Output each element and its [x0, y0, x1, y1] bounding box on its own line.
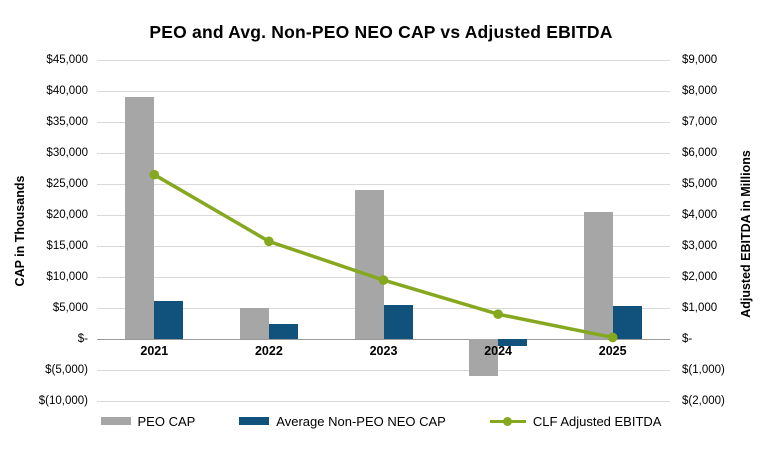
gridline [97, 122, 670, 123]
zero-axis-line [97, 339, 670, 340]
right-axis-tick-label: $9,000 [682, 54, 718, 66]
legend-item-peo-cap: PEO CAP [100, 413, 196, 429]
legend-swatch-icon [100, 417, 131, 425]
left-axis-tick-label: $(5,000) [45, 364, 88, 376]
average-non-peo-neo-cap-bar-2021 [154, 301, 184, 339]
left-axis-tick-label: $(10,000) [38, 395, 88, 407]
gridline [97, 60, 670, 61]
peo-cap-bar-2021 [125, 96, 155, 339]
left-axis-tick-label: $40,000 [46, 85, 88, 97]
right-axis-tick-label: $(2,000) [682, 395, 725, 407]
right-axis-tick-label: $8,000 [682, 85, 718, 97]
legend-swatch-icon [239, 417, 270, 425]
right-axis-tick-label: $(1,000) [682, 364, 725, 376]
gridline [97, 153, 670, 154]
right-axis-tick-label: $3,000 [682, 240, 718, 252]
average-non-peo-neo-cap-bar-2023 [383, 304, 413, 339]
right-axis-tick-label: $1,000 [682, 302, 718, 314]
left-axis-tick-label: $15,000 [46, 240, 88, 252]
right-axis-tick-label: $- [682, 333, 693, 345]
gridline [97, 370, 670, 371]
right-axis-title: Adjusted EBITDA in Millions [739, 150, 753, 318]
x-axis-label-2022: 2022 [254, 344, 283, 358]
right-axis-tick-label: $7,000 [682, 116, 718, 128]
left-axis-title: CAP in Thousands [13, 175, 27, 287]
legend-item-average-non-peo-neo-cap: Average Non-PEO NEO CAP [239, 414, 446, 429]
gridline [97, 184, 670, 185]
gridline [97, 91, 670, 92]
line-marker-2022 [264, 236, 274, 247]
left-axis-tick-label: $45,000 [46, 54, 88, 66]
right-axis-tick-label: $5,000 [682, 178, 718, 190]
line-marker-2024 [493, 309, 503, 320]
legend-label-average-non-peo-neo-cap: Average Non-PEO NEO CAP [276, 413, 446, 429]
x-axis-label-2021: 2021 [140, 344, 169, 358]
average-non-peo-neo-cap-bar-2024 [498, 339, 528, 347]
left-axis-tick-label: $35,000 [46, 116, 88, 128]
x-axis-label-2023: 2023 [369, 344, 398, 358]
right-axis-tick-label: $2,000 [682, 271, 718, 283]
left-axis-tick-label: $- [77, 333, 88, 345]
left-axis-tick-label: $20,000 [46, 209, 88, 221]
left-axis-tick-label: $5,000 [52, 302, 88, 314]
chart-title: PEO and Avg. Non-PEO NEO CAP vs Adjusted… [149, 22, 613, 42]
left-axis-tick-label: $25,000 [46, 178, 88, 190]
peo-cap-bar-2024 [469, 339, 499, 376]
peo-cap-bar-2023 [354, 190, 384, 339]
legend-line-marker [502, 416, 512, 426]
peo-cap-bar-2022 [239, 308, 269, 339]
legend-line-icon [489, 416, 526, 427]
average-non-peo-neo-cap-bar-2025 [612, 305, 642, 339]
peo-cap-bar-2025 [583, 211, 613, 339]
gridline [97, 401, 670, 402]
legend-item-clf-adjusted-ebitda: CLF Adjusted EBITDA [489, 413, 662, 429]
legend: PEO CAP Average Non-PEO NEO CAP CLF Adjust… [0, 409, 762, 433]
x-axis-label-2024: 2024 [484, 344, 512, 358]
left-axis-tick-label: $10,000 [46, 271, 88, 283]
x-axis-label-2025: 2025 [598, 344, 627, 358]
right-axis-tick-label: $6,000 [682, 147, 718, 159]
left-axis-tick-label: $30,000 [46, 147, 88, 159]
legend-label-clf-adjusted-ebitda: CLF Adjusted EBITDA [532, 413, 662, 429]
average-non-peo-neo-cap-bar-2022 [268, 324, 298, 339]
right-axis-tick-label: $4,000 [682, 209, 718, 221]
legend-label-peo-cap: PEO CAP [137, 413, 196, 429]
